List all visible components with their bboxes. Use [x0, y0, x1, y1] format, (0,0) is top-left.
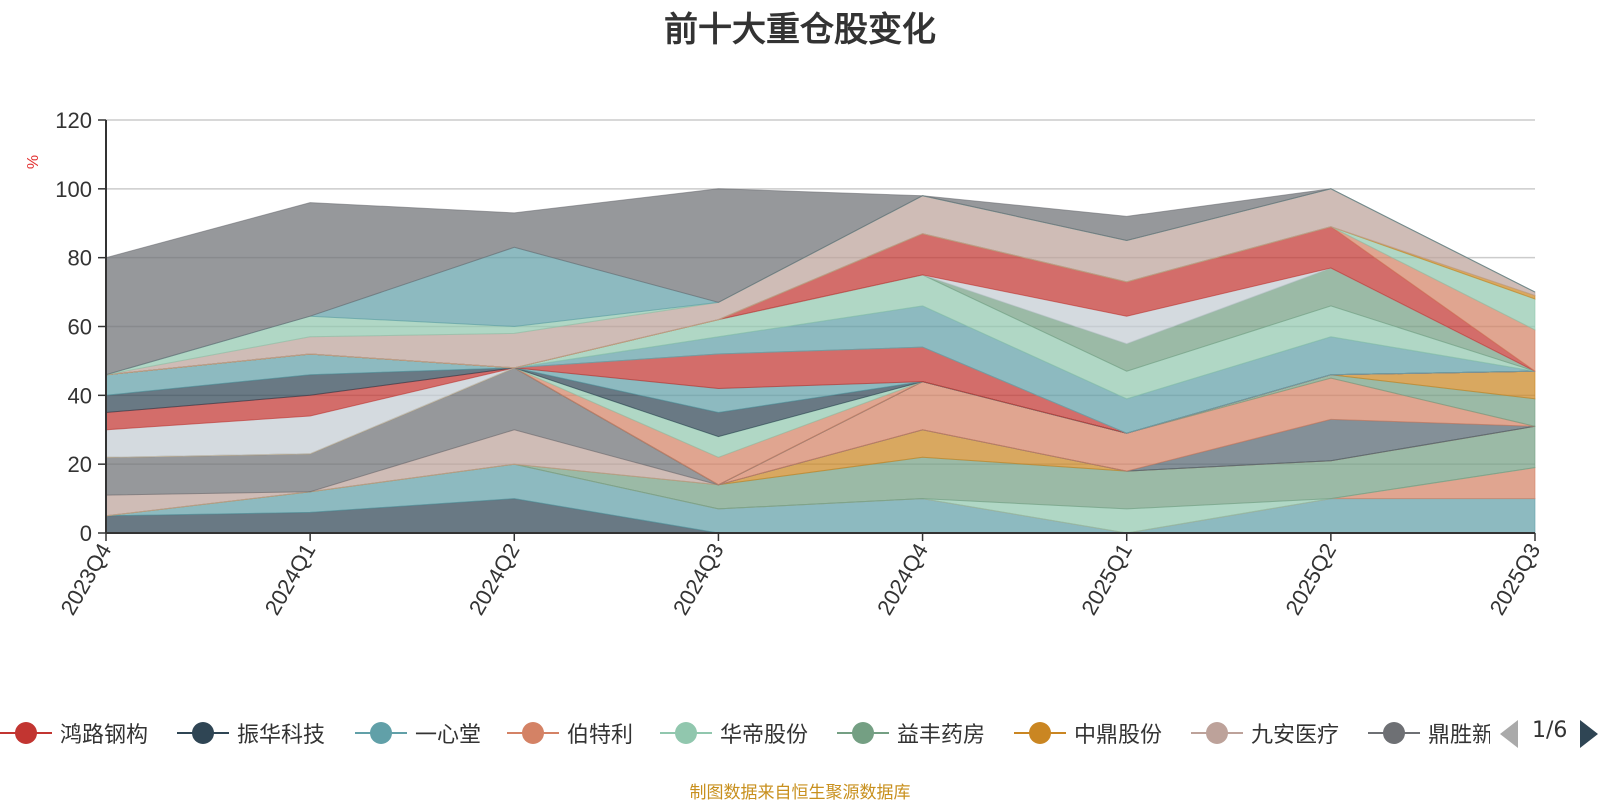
legend-item[interactable]: 九安医疗 [1191, 715, 1339, 751]
y-tick-label: 60 [68, 315, 92, 340]
legend-marker-icon [177, 718, 229, 748]
legend-page-indicator: 1/6 [1532, 718, 1568, 743]
legend-label: 鼎胜新材 [1428, 723, 1490, 748]
x-tick-label: 2024Q1 [260, 539, 321, 619]
legend-label: 伯特利 [567, 723, 634, 748]
y-tick-label: 20 [68, 452, 92, 477]
legend-label: 华帝股份 [720, 723, 809, 748]
legend-marker-icon [355, 718, 407, 748]
area-series [105, 188, 1536, 534]
legend-item[interactable]: 振华科技 [177, 715, 325, 751]
y-axis-unit: % [25, 155, 42, 169]
legend-item[interactable]: 鼎胜新材 [1368, 715, 1490, 751]
legend-item[interactable]: 鸿路钢构 [0, 715, 148, 751]
x-tick-label: 2025Q2 [1280, 539, 1341, 619]
x-tick-label: 2024Q4 [872, 539, 933, 619]
legend-item[interactable]: 伯特利 [507, 715, 633, 751]
legend-label: 益丰药房 [897, 723, 986, 748]
area-series-35 [105, 188, 1536, 376]
legend-marker-icon [0, 718, 52, 748]
legend-next-icon[interactable] [1580, 720, 1598, 748]
legend-marker-icon [660, 718, 712, 748]
legend-label: 九安医疗 [1251, 723, 1340, 748]
x-tick-label: 2025Q3 [1485, 539, 1546, 619]
legend-marker-icon [1191, 718, 1243, 748]
legend-item[interactable]: 华帝股份 [660, 715, 808, 751]
y-tick-label: 100 [55, 177, 92, 202]
source-note: 制图数据来自恒生聚源数据库 [689, 783, 911, 803]
x-tick-label: 2025Q1 [1076, 539, 1137, 619]
legend-label: 一心堂 [415, 723, 482, 748]
legend-marker-icon [1368, 718, 1420, 748]
y-tick-label: 0 [80, 521, 92, 546]
legend-marker-icon [507, 718, 559, 748]
legend-prev-icon[interactable] [1500, 720, 1518, 748]
legend-marker-icon [1014, 718, 1066, 748]
legend-marker-icon [837, 718, 889, 748]
x-tick-label: 2023Q4 [56, 539, 117, 619]
x-tick-label: 2024Q2 [464, 539, 525, 619]
legend-label: 中鼎股份 [1074, 723, 1163, 748]
legend-item[interactable]: 益丰药房 [837, 715, 985, 751]
legend-item[interactable]: 一心堂 [355, 715, 481, 751]
y-tick-label: 120 [55, 108, 92, 133]
legend-label: 鸿路钢构 [60, 723, 149, 748]
legend-item[interactable]: 中鼎股份 [1014, 715, 1162, 751]
stacked-area-chart: 0 20 40 60 80 100 120 2023Q4 2024Q1 2024Q2 2024Q3 2… [25, 108, 1546, 619]
legend-pager: 1/6 [1500, 718, 1600, 748]
legend-label: 振华科技 [237, 723, 326, 748]
chart-legend: 鸿路钢构 振华科技 一心堂 伯特利 华帝股份 益丰药房 中鼎股份 九安医疗 鼎胜新材 [0, 715, 1490, 751]
x-tick-label: 2024Q3 [668, 539, 729, 619]
y-tick-label: 80 [68, 246, 92, 271]
y-tick-label: 40 [68, 383, 92, 408]
chart-title: 前十大重仓股变化 [664, 10, 936, 50]
